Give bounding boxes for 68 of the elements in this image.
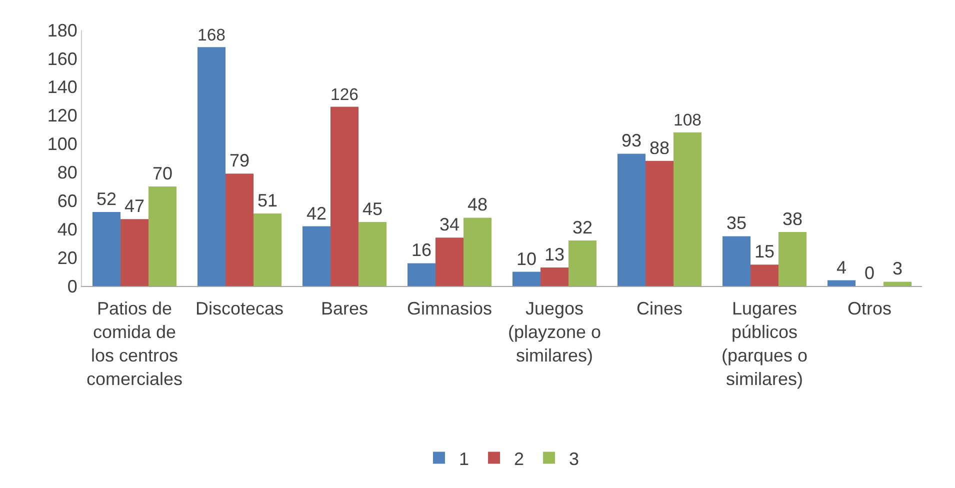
bar bbox=[198, 47, 226, 286]
y-tick-label: 120 bbox=[47, 106, 78, 126]
data-label: 3 bbox=[892, 258, 903, 279]
data-label: 93 bbox=[621, 130, 642, 151]
data-label: 10 bbox=[516, 248, 537, 269]
y-tick-label: 100 bbox=[47, 134, 78, 154]
bar bbox=[512, 272, 540, 286]
data-label: 32 bbox=[572, 217, 593, 238]
data-label: 4 bbox=[836, 257, 847, 278]
bar bbox=[778, 232, 806, 286]
data-label: 45 bbox=[362, 199, 383, 219]
legend-label: 2 bbox=[514, 448, 524, 469]
bar bbox=[618, 154, 646, 286]
bar bbox=[408, 263, 436, 286]
y-tick-label: 20 bbox=[57, 248, 78, 268]
bar bbox=[92, 212, 120, 286]
data-label: 34 bbox=[439, 214, 460, 235]
data-label: 79 bbox=[229, 150, 250, 171]
bar bbox=[302, 226, 330, 286]
data-label: 42 bbox=[306, 203, 327, 224]
data-label: 126 bbox=[330, 85, 358, 104]
bar bbox=[750, 264, 778, 286]
bar bbox=[148, 186, 176, 286]
x-tick-label: Cines bbox=[636, 298, 683, 319]
bar bbox=[828, 280, 856, 286]
data-label: 52 bbox=[96, 189, 117, 210]
x-tick-label: Gimnasios bbox=[406, 298, 492, 319]
data-label: 38 bbox=[782, 208, 803, 229]
legend-label: 1 bbox=[459, 448, 470, 469]
bar bbox=[540, 268, 568, 286]
y-tick-label: 160 bbox=[47, 48, 78, 69]
bar bbox=[464, 218, 492, 286]
y-tick-label: 140 bbox=[47, 77, 78, 98]
bar bbox=[226, 174, 254, 286]
bar bbox=[674, 132, 702, 286]
data-label: 15 bbox=[754, 242, 775, 262]
x-tick-label: Otros bbox=[847, 298, 892, 319]
bar bbox=[884, 282, 912, 286]
bar bbox=[722, 236, 750, 286]
bar bbox=[120, 219, 148, 286]
x-tick-label: Discotecas bbox=[195, 298, 284, 319]
y-tick-label: 0 bbox=[67, 276, 78, 296]
legend-label: 3 bbox=[569, 448, 580, 469]
data-label: 70 bbox=[152, 163, 173, 184]
x-tick-label: Juegos (playzone o similares) bbox=[508, 298, 602, 366]
y-tick-label: 60 bbox=[57, 190, 78, 211]
bar bbox=[568, 240, 596, 286]
y-tick-label: 180 bbox=[47, 20, 78, 40]
y-tick-label: 40 bbox=[57, 219, 78, 240]
data-label: 108 bbox=[674, 110, 702, 130]
y-tick-label: 80 bbox=[57, 162, 78, 183]
data-label: 0 bbox=[864, 263, 875, 283]
bar bbox=[358, 222, 386, 286]
data-label: 48 bbox=[467, 194, 488, 215]
data-label: 47 bbox=[124, 196, 145, 216]
bar bbox=[330, 106, 358, 286]
bar bbox=[436, 238, 464, 286]
x-tick-label: Bares bbox=[320, 298, 368, 319]
data-label: 35 bbox=[726, 213, 747, 234]
data-label: 51 bbox=[257, 190, 278, 210]
data-label: 13 bbox=[544, 244, 565, 265]
x-tick-label: Lugares públicos (parques o similares) bbox=[721, 298, 808, 389]
data-label: 16 bbox=[411, 240, 432, 260]
bar bbox=[254, 213, 282, 286]
bar bbox=[646, 160, 674, 286]
data-label: 88 bbox=[649, 138, 670, 158]
data-label: 168 bbox=[198, 25, 226, 44]
x-tick-label: Patios de comida de los centros comerciales bbox=[86, 298, 183, 389]
